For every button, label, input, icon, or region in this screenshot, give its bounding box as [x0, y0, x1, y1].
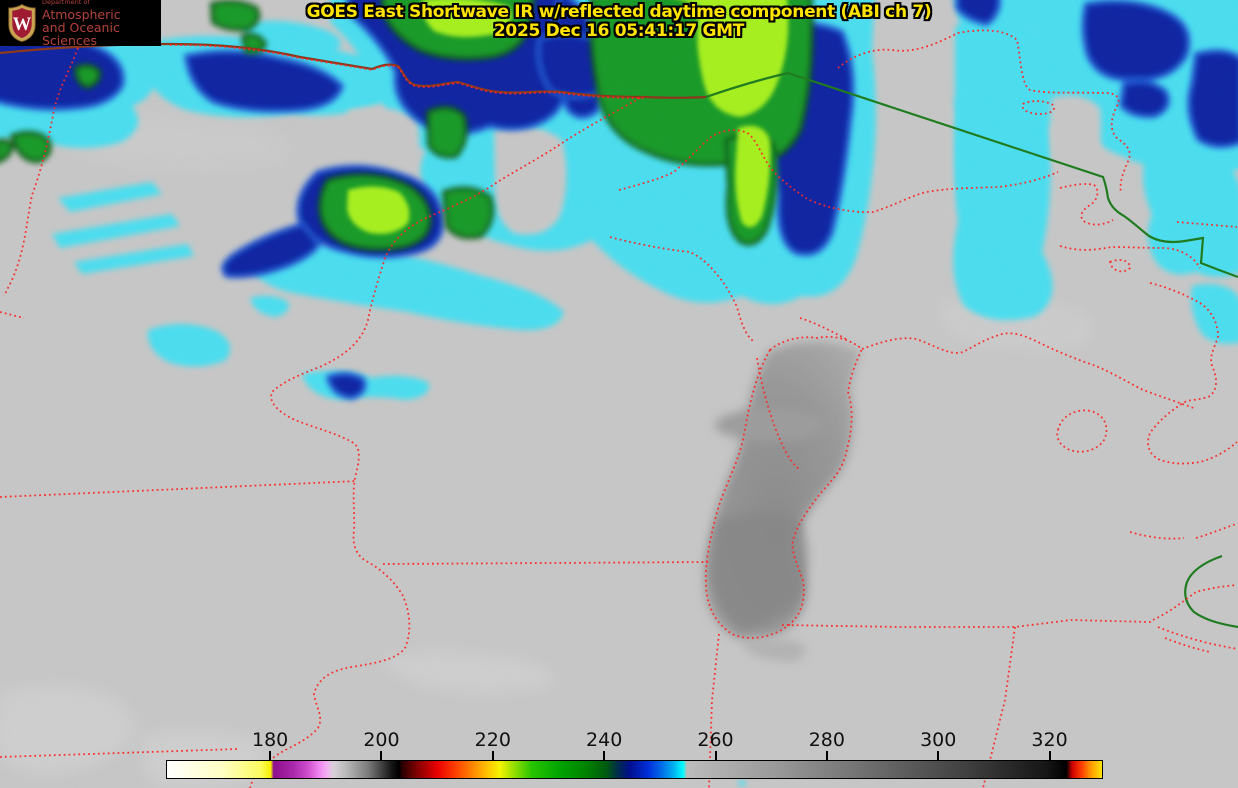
logo-name-line1: Atmospheric: [42, 6, 121, 22]
temperature-colorbar: [166, 760, 1103, 779]
colorbar-tick-mark: [380, 751, 383, 760]
colorbar-tick-mark: [603, 751, 606, 760]
uw-aos-logo: W Department of Atmospheric and Oceanic …: [0, 0, 161, 47]
colorbar-tick-label: 320: [1031, 729, 1068, 751]
colorbar-tick-label: 180: [251, 729, 289, 751]
colorbar-tick-label: 300: [920, 729, 957, 751]
colorbar-tick-mark: [825, 751, 828, 760]
colorbar-tick-label: 260: [697, 729, 734, 751]
colorbar-tick-mark: [1048, 751, 1051, 760]
uw-crest-icon: W: [8, 3, 36, 42]
logo-text: Department of Atmospheric and Oceanic Sc…: [42, 0, 161, 47]
colorbar-tick-mark: [937, 751, 940, 760]
colorbar-tick-label: 200: [363, 729, 400, 751]
logo-name-line2: and Oceanic Sciences: [42, 19, 120, 48]
crest-letter: W: [13, 14, 32, 35]
colorbar-tick-mark: [714, 751, 717, 760]
colorbar-tick-mark: [269, 751, 272, 760]
colorbar-tick-mark: [491, 751, 494, 760]
logo-dept-prefix: Department of: [42, 0, 90, 7]
colorbar-tick-label: 240: [586, 729, 623, 751]
colorbar-tick-label: 220: [474, 729, 511, 751]
colorbar-tick-label: 280: [808, 729, 845, 751]
